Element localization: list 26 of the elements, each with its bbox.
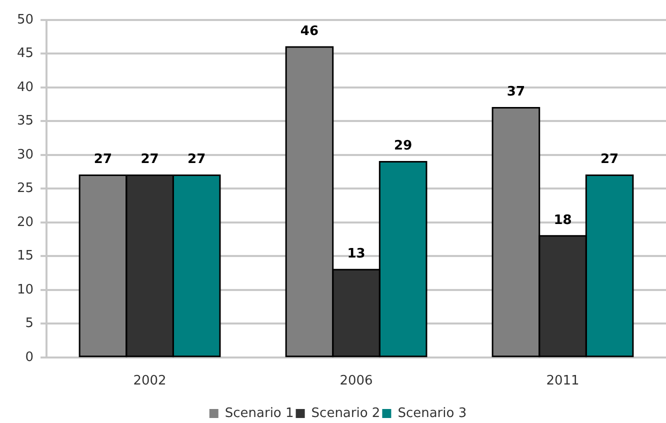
data-label: 27 xyxy=(600,152,619,168)
y-tick-label: 50 xyxy=(16,12,34,28)
y-tick-label: 45 xyxy=(16,46,34,62)
data-label: 27 xyxy=(140,152,159,168)
y-tick-label: 0 xyxy=(25,350,34,365)
y-tick-label: 40 xyxy=(16,80,34,95)
data-label: 27 xyxy=(94,152,112,168)
legend-label: Scenario 2 xyxy=(311,406,380,421)
data-label: 18 xyxy=(554,212,572,228)
y-tick-label: 35 xyxy=(16,114,34,129)
data-label: 27 xyxy=(188,152,206,168)
y-tick-label: 30 xyxy=(16,147,34,162)
x-tick-label: 2006 xyxy=(340,374,373,389)
legend-label: Scenario 1 xyxy=(224,406,294,421)
y-tick-label: 15 xyxy=(16,248,34,264)
x-tick-label: 2011 xyxy=(546,374,580,389)
y-tick-label: 25 xyxy=(16,181,34,196)
y-tick-label: 20 xyxy=(16,214,34,230)
data-label: 37 xyxy=(506,84,525,100)
legend-label: Scenario 3 xyxy=(398,406,467,421)
data-label: 46 xyxy=(300,24,319,39)
data-label: 13 xyxy=(347,246,366,262)
y-tick-label: 10 xyxy=(16,282,34,298)
x-tick-label: 2002 xyxy=(133,374,166,389)
y-tick-label: 5 xyxy=(25,316,34,332)
data-label: 29 xyxy=(394,138,412,154)
